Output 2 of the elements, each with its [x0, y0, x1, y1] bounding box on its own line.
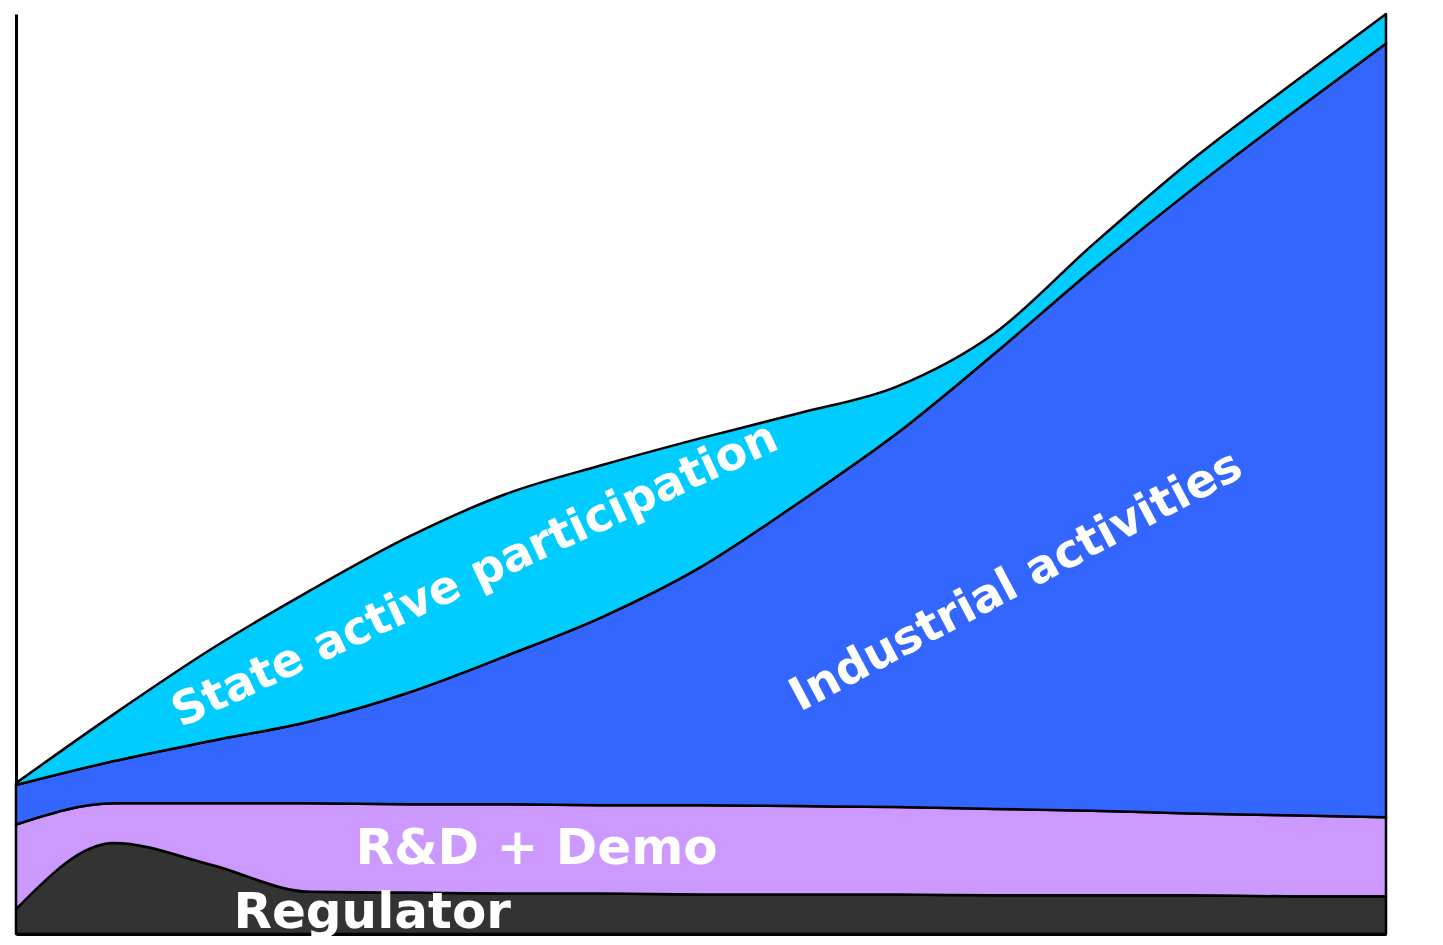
series-label: Regulator [233, 882, 512, 941]
series-label: R&D + Demo [355, 817, 718, 876]
